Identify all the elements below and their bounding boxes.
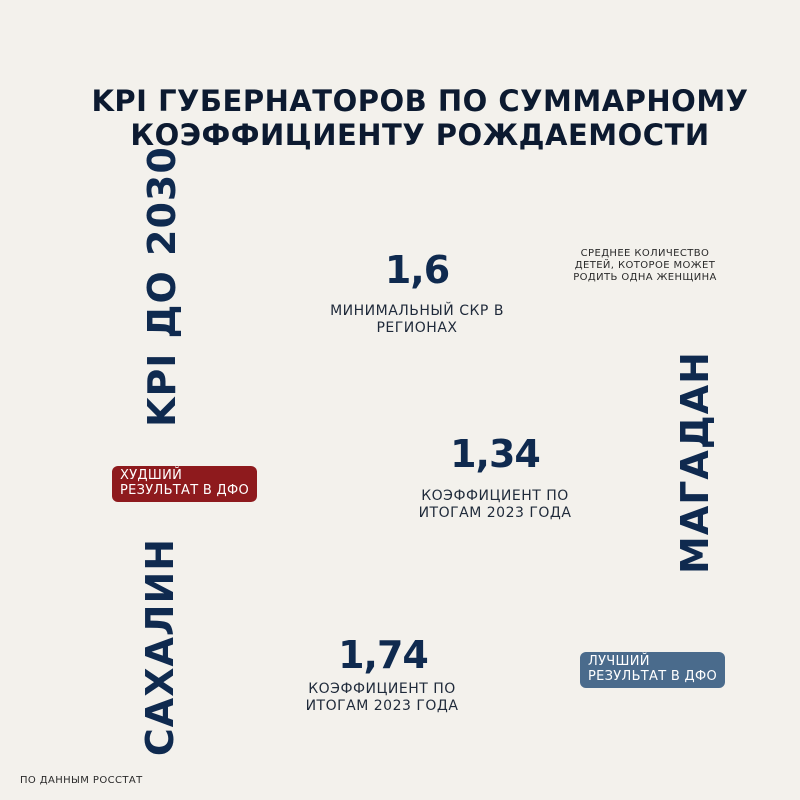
kpi-vertical-label: KPI ДО 2030 bbox=[140, 146, 184, 427]
sakhalin-vertical-label: САХАЛИН bbox=[138, 537, 182, 757]
best-badge-line-1: ЛУЧШИЙ bbox=[588, 654, 650, 669]
title-line-2: КОЭФФИЦИЕНТУ РОЖДАЕМОСТИ bbox=[130, 118, 710, 152]
kpi-caption-line-2: РЕГИОНАХ bbox=[376, 320, 458, 336]
sakhalin-caption-line-1: КОЭФФИЦИЕНТ ПО bbox=[308, 681, 456, 697]
magadan-value: 1,34 bbox=[450, 432, 541, 476]
kpi-note-line-3: РОДИТЬ ОДНА ЖЕНЩИНА bbox=[573, 272, 717, 283]
magadan-caption: КОЭФФИЦИЕНТ ПО ИТОГАМ 2023 ГОДА bbox=[375, 488, 615, 522]
kpi-note-line-1: СРЕДНЕЕ КОЛИЧЕСТВО bbox=[580, 248, 710, 259]
worst-badge-line-1: ХУДШИЙ bbox=[120, 468, 183, 483]
sakhalin-caption-line-2: ИТОГАМ 2023 ГОДА bbox=[305, 698, 459, 714]
best-result-badge: ЛУЧШИЙ РЕЗУЛЬТАТ В ДФО bbox=[580, 652, 726, 688]
kpi-note-line-2: ДЕТЕЙ, КОТОРОЕ МОЖЕТ bbox=[574, 260, 716, 271]
page-title: KPI ГУБЕРНАТОРОВ ПО СУММАРНОМУ КОЭФФИЦИЕ… bbox=[60, 84, 780, 152]
kpi-caption: МИНИМАЛЬНЫЙ СКР В РЕГИОНАХ bbox=[297, 303, 537, 337]
sakhalin-caption: КОЭФФИЦИЕНТ ПО ИТОГАМ 2023 ГОДА bbox=[262, 681, 502, 715]
source-note: ПО ДАННЫМ РОССТАТ bbox=[20, 775, 143, 786]
sakhalin-value: 1,74 bbox=[338, 633, 429, 677]
magadan-vertical-label: МАГАДАН bbox=[673, 351, 717, 574]
worst-badge-line-2: РЕЗУЛЬТАТ В ДФО bbox=[120, 483, 250, 498]
magadan-caption-line-1: КОЭФФИЦИЕНТ ПО bbox=[421, 488, 569, 504]
magadan-caption-line-2: ИТОГАМ 2023 ГОДА bbox=[418, 505, 572, 521]
title-line-1: KPI ГУБЕРНАТОРОВ ПО СУММАРНОМУ bbox=[91, 84, 749, 118]
kpi-note: СРЕДНЕЕ КОЛИЧЕСТВО ДЕТЕЙ, КОТОРОЕ МОЖЕТ … bbox=[560, 248, 730, 284]
kpi-caption-line-1: МИНИМАЛЬНЫЙ СКР В bbox=[330, 303, 504, 319]
best-badge-line-2: РЕЗУЛЬТАТ В ДФО bbox=[588, 669, 718, 684]
kpi-value: 1,6 bbox=[384, 248, 450, 292]
worst-result-badge: ХУДШИЙ РЕЗУЛЬТАТ В ДФО bbox=[112, 466, 258, 502]
